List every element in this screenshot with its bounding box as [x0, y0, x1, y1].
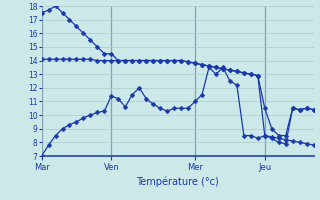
- X-axis label: Température (°c): Température (°c): [136, 176, 219, 187]
